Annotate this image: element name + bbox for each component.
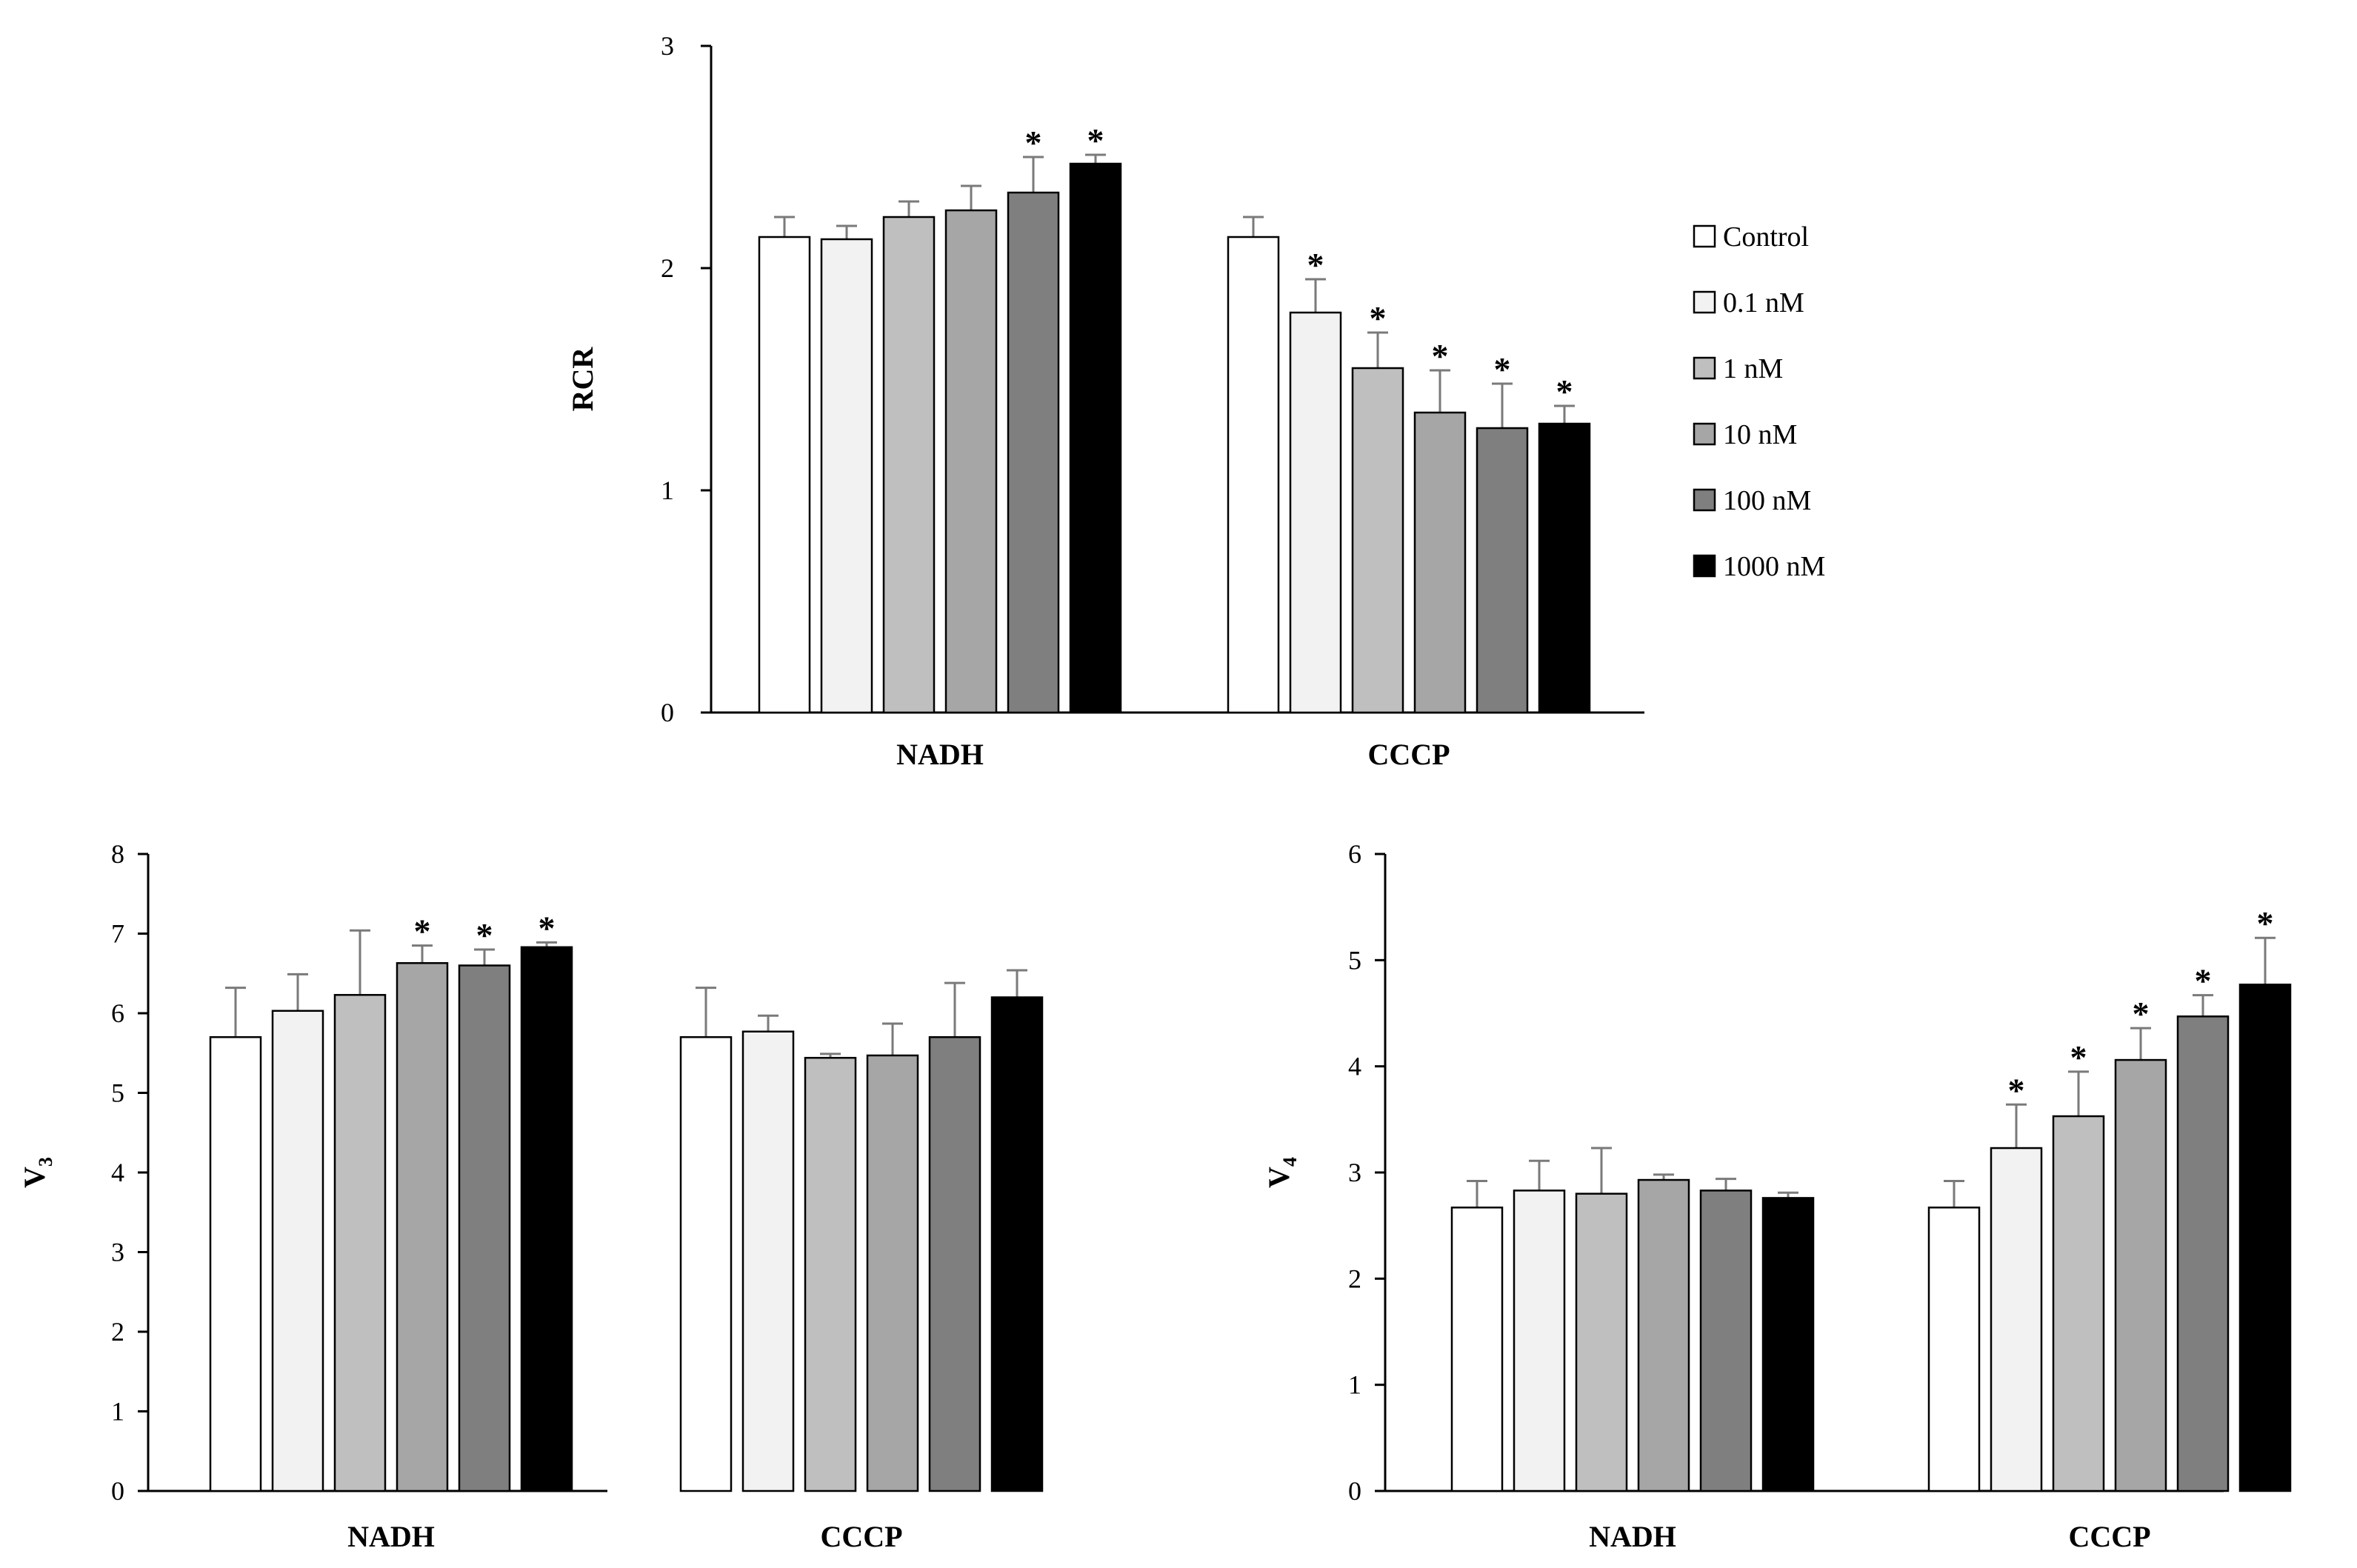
v4-y-tick-label: 2 (1348, 1264, 1361, 1293)
v3-y-tick-label: 0 (111, 1476, 124, 1506)
v3-y-tick-label: 5 (111, 1078, 124, 1108)
rcr-bar (1413, 411, 1467, 714)
v4-y-axis-label: V4 (1262, 1157, 1301, 1188)
legend-swatch (1693, 224, 1716, 248)
v4-bar (1927, 1207, 1981, 1492)
v3-category-label: NADH (347, 1520, 435, 1553)
v3-bar (804, 1056, 857, 1492)
v4-y-tick-label: 6 (1348, 839, 1361, 869)
legend-swatch (1693, 356, 1716, 380)
rcr-y-tick-label: 3 (661, 31, 674, 61)
rcr-bar (1476, 427, 1529, 714)
rcr-significance-star: * (1494, 350, 1511, 388)
v4-category-label: CCCP (2068, 1520, 2150, 1553)
legend-label: Control (1723, 221, 1809, 253)
rcr-bar (820, 238, 873, 714)
v4-bar (1990, 1147, 2043, 1492)
rcr-bar (944, 209, 998, 714)
v3-bar (866, 1054, 919, 1492)
v3-bar (396, 962, 449, 1492)
v4-bar (2114, 1058, 2167, 1492)
rcr-category-label: CCCP (1367, 738, 1450, 771)
rcr-bar (1069, 162, 1122, 714)
rcr-y-tick-label: 0 (661, 698, 674, 727)
v3-y-tick-label: 1 (111, 1397, 124, 1427)
v3-y-tick-label: 2 (111, 1317, 124, 1347)
v3-significance-star: * (539, 909, 556, 947)
rcr-bar (1538, 422, 1591, 714)
v4-y-tick-label: 3 (1348, 1158, 1361, 1187)
v3-bar (741, 1030, 795, 1492)
v3-bar (458, 964, 511, 1492)
legend-swatch (1693, 488, 1716, 512)
rcr-significance-star: * (1087, 121, 1104, 159)
rcr-significance-star: * (1556, 373, 1573, 410)
v3-y-tick-label: 8 (111, 839, 124, 869)
legend-swatch (1693, 422, 1716, 446)
v3-significance-star: * (414, 913, 431, 950)
rcr-significance-star: * (1307, 246, 1324, 284)
v3-bar (990, 996, 1044, 1492)
v4-bar (1575, 1192, 1628, 1492)
v4-bar (2052, 1115, 2105, 1492)
rcr-bar (882, 216, 936, 714)
legend-swatch (1693, 554, 1716, 578)
rcr-category-label: NADH (896, 738, 984, 771)
legend: Control 0.1 nM 1 nM 10 nM 100 nM 1000 nM (1693, 221, 1825, 582)
rcr-chart-panel: 0 1 2 3 RCR * * NADH * * * * * CCCP (566, 31, 1644, 771)
v4-significance-star: * (2257, 904, 2274, 942)
v4-bar (1699, 1190, 1753, 1492)
v4-bar (1450, 1207, 1504, 1492)
v4-bar (2176, 1015, 2230, 1492)
v3-bar (271, 1010, 324, 1492)
v4-category-label: NADH (1589, 1520, 1676, 1553)
v3-bar (333, 994, 387, 1492)
rcr-y-axis-label: RCR (566, 347, 599, 412)
legend-label: 0.1 nM (1723, 287, 1804, 318)
v4-bar (1761, 1197, 1815, 1492)
v3-chart-panel: 0 1 2 3 4 5 6 7 8 V3 * * * NADH CCCP (18, 839, 1044, 1553)
rcr-y-tick-label: 2 (661, 253, 674, 283)
legend-label: 1 nM (1723, 353, 1783, 384)
v4-y-tick-label: 4 (1348, 1052, 1361, 1081)
v3-bar (209, 1036, 262, 1492)
rcr-bar (1227, 236, 1280, 714)
v3-y-tick-label: 4 (111, 1158, 124, 1187)
v4-significance-star: * (2008, 1071, 2025, 1109)
v3-bar (679, 1036, 733, 1492)
v3-y-tick-label: 7 (111, 919, 124, 949)
rcr-bar (1007, 191, 1060, 714)
legend-label: 10 nM (1723, 419, 1797, 450)
v3-y-tick-label: 6 (111, 998, 124, 1028)
v3-significance-star: * (476, 916, 493, 954)
rcr-y-tick-label: 1 (661, 476, 674, 505)
rcr-bar (1289, 311, 1342, 714)
v4-significance-star: * (2195, 962, 2212, 1000)
v3-bar (928, 1036, 981, 1492)
rcr-significance-star: * (1025, 124, 1042, 161)
v3-y-axis-label-subscript: 3 (35, 1157, 56, 1167)
v4-bar (1637, 1178, 1690, 1492)
rcr-bar (758, 236, 811, 714)
v3-bar (520, 946, 573, 1492)
v4-y-axis-label-subscript: 4 (1279, 1157, 1301, 1167)
v3-y-axis-label: V3 (18, 1157, 56, 1188)
v4-significance-star: * (2070, 1038, 2087, 1076)
v3-category-label: CCCP (820, 1520, 902, 1553)
rcr-bar (1351, 367, 1404, 714)
legend-label: 1000 nM (1723, 551, 1825, 582)
v4-y-tick-label: 0 (1348, 1476, 1361, 1506)
v4-significance-star: * (2133, 995, 2150, 1032)
v4-chart-panel: 0 1 2 3 4 5 6 V4 NADH * * * * * CCCP (1262, 839, 2292, 1553)
v4-bar (2238, 984, 2292, 1492)
rcr-significance-star: * (1370, 299, 1387, 337)
v4-y-tick-label: 1 (1348, 1370, 1361, 1400)
legend-swatch (1693, 290, 1716, 314)
v3-y-tick-label: 3 (111, 1238, 124, 1267)
legend-label: 100 nM (1723, 485, 1811, 516)
v4-bar (1513, 1190, 1566, 1492)
rcr-significance-star: * (1432, 337, 1449, 375)
v4-y-tick-label: 5 (1348, 945, 1361, 975)
